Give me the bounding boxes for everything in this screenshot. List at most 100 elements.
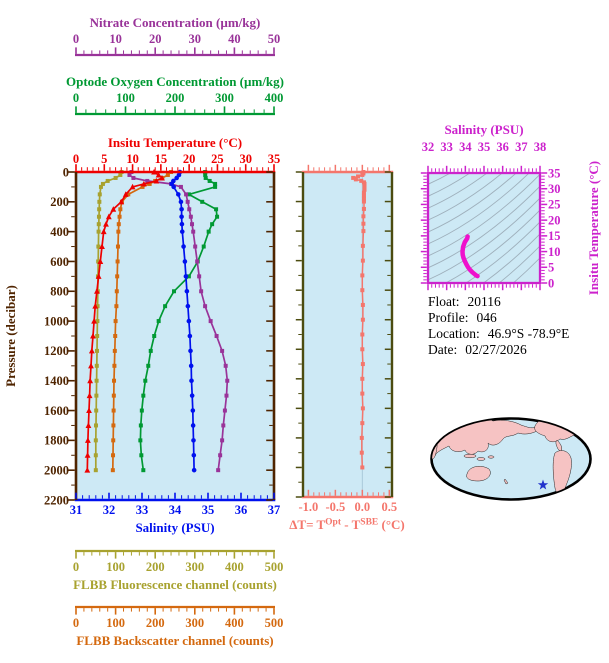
marker-circle (184, 288, 190, 294)
marker-square (359, 435, 364, 440)
ts-temperature-axis-title: Insitu Temperature (°C) (586, 161, 601, 295)
marker-square (208, 319, 213, 324)
marker-square (113, 175, 118, 180)
marker-square (98, 184, 103, 189)
marker-square (206, 229, 211, 234)
nitrate-tick-label: 20 (149, 32, 162, 46)
marker-circle (174, 175, 179, 181)
fluorescence-tick-label: 0 (73, 560, 79, 574)
marker-square (214, 334, 219, 338)
ts-temperature-tick-label: 15 (548, 229, 561, 243)
marker-triangle (86, 407, 92, 414)
ts-frame (426, 171, 542, 285)
temp-tick-label: 30 (239, 152, 252, 166)
marker-square (207, 178, 212, 183)
salinity-axis-title: Salinity (PSU) (135, 520, 214, 535)
marker-square (203, 304, 208, 309)
marker-square (93, 438, 98, 443)
marker-square (360, 172, 365, 177)
marker-square (195, 259, 200, 264)
marker-square (141, 393, 146, 398)
marker-square (199, 289, 204, 294)
marker-triangle (100, 228, 107, 235)
ts-temperature-tick-label: 30 (548, 182, 561, 196)
marker-square (127, 172, 132, 177)
marker-square (191, 229, 196, 234)
marker-square (94, 378, 99, 383)
isopycnal-contour (428, 173, 517, 233)
temp-tick-label: 10 (126, 152, 139, 166)
marker-square (105, 178, 110, 183)
marker-triangle (92, 303, 99, 309)
pressure-tick-label: 1800 (44, 434, 69, 448)
marker-triangle (88, 362, 94, 369)
marker-triangle (159, 174, 165, 181)
salinity-tick-label: 37 (268, 503, 281, 517)
marker-square (193, 244, 198, 249)
marker-circle (183, 274, 189, 279)
marker-square (360, 258, 365, 263)
marker-square (224, 393, 229, 398)
ts-temperature-tick-label: 20 (548, 213, 561, 227)
pressure-tick-label: 1200 (44, 344, 69, 358)
marker-square (362, 187, 367, 192)
marker-square (94, 393, 99, 398)
marker-triangle (85, 422, 92, 428)
ts-temperature-tick-label: 35 (548, 166, 561, 180)
marker-square (95, 304, 100, 309)
pressure-axis-title: Pressure (decibar) (3, 285, 18, 387)
ts-salinity-tick-label: 35 (478, 140, 491, 154)
marker-circle (179, 214, 184, 220)
nitrate-tick-label: 50 (268, 32, 281, 46)
ts-salinity-tick-label: 36 (496, 140, 509, 154)
temp-tick-label: 0 (73, 152, 79, 166)
marker-square (115, 259, 120, 264)
ts-temperature-tick-label: 5 (548, 261, 554, 275)
marker-square (220, 348, 225, 353)
marker-square (360, 421, 365, 426)
marker-square (213, 181, 218, 186)
marker-triangle (87, 377, 94, 384)
marker-circle (178, 199, 184, 205)
marker-square (93, 468, 98, 473)
map-indonesia (463, 453, 477, 459)
marker-square (361, 229, 366, 234)
ts-salinity-tick-label: 34 (459, 140, 472, 154)
fluorescence-tick-label: 300 (185, 560, 204, 574)
nitrate-axis-title: Nitrate Concentration (µm/kg) (90, 15, 261, 30)
marker-square (203, 175, 208, 180)
marker-square (118, 207, 123, 212)
marker-square (361, 221, 366, 226)
temperature-axis-title: Insitu Temperature (°C) (108, 135, 242, 150)
marker-circle (189, 378, 194, 384)
marker-square (185, 199, 190, 204)
marker-triangle (110, 206, 117, 212)
isopycnal-contour (428, 173, 488, 209)
marker-circle (182, 259, 188, 264)
marker-square (361, 193, 366, 198)
marker-circle (171, 184, 176, 190)
marker-triangle (140, 180, 147, 187)
backscatter-axis-title: FLBB Backscatter channel (counts) (76, 633, 273, 648)
marker-square (178, 184, 183, 189)
marker-square (172, 289, 177, 294)
fluorescence-tick-label: 400 (225, 560, 244, 574)
marker-square (353, 177, 358, 182)
isopycnal-contour (428, 197, 540, 281)
marker-square (216, 468, 221, 473)
pressure-tick-label: 800 (50, 285, 69, 299)
marker-circle (181, 244, 186, 249)
marker-triangle (84, 467, 91, 473)
ts-salinity-tick-label: 38 (534, 140, 547, 154)
marker-square (360, 243, 365, 248)
profile-curves (84, 168, 480, 473)
marker-circle (176, 192, 181, 197)
pressure-tick-label: 2000 (44, 463, 69, 477)
delta-t-plot-background (303, 172, 392, 497)
temp-tick-label: 5 (101, 152, 107, 166)
marker-square (215, 214, 220, 219)
marker-square (190, 222, 195, 227)
map-australia (466, 466, 491, 482)
nitrate-tick-label: 40 (228, 32, 241, 46)
float-info-block: Float: 20116 Profile: 046 Location: 46.9°S … (428, 294, 569, 357)
